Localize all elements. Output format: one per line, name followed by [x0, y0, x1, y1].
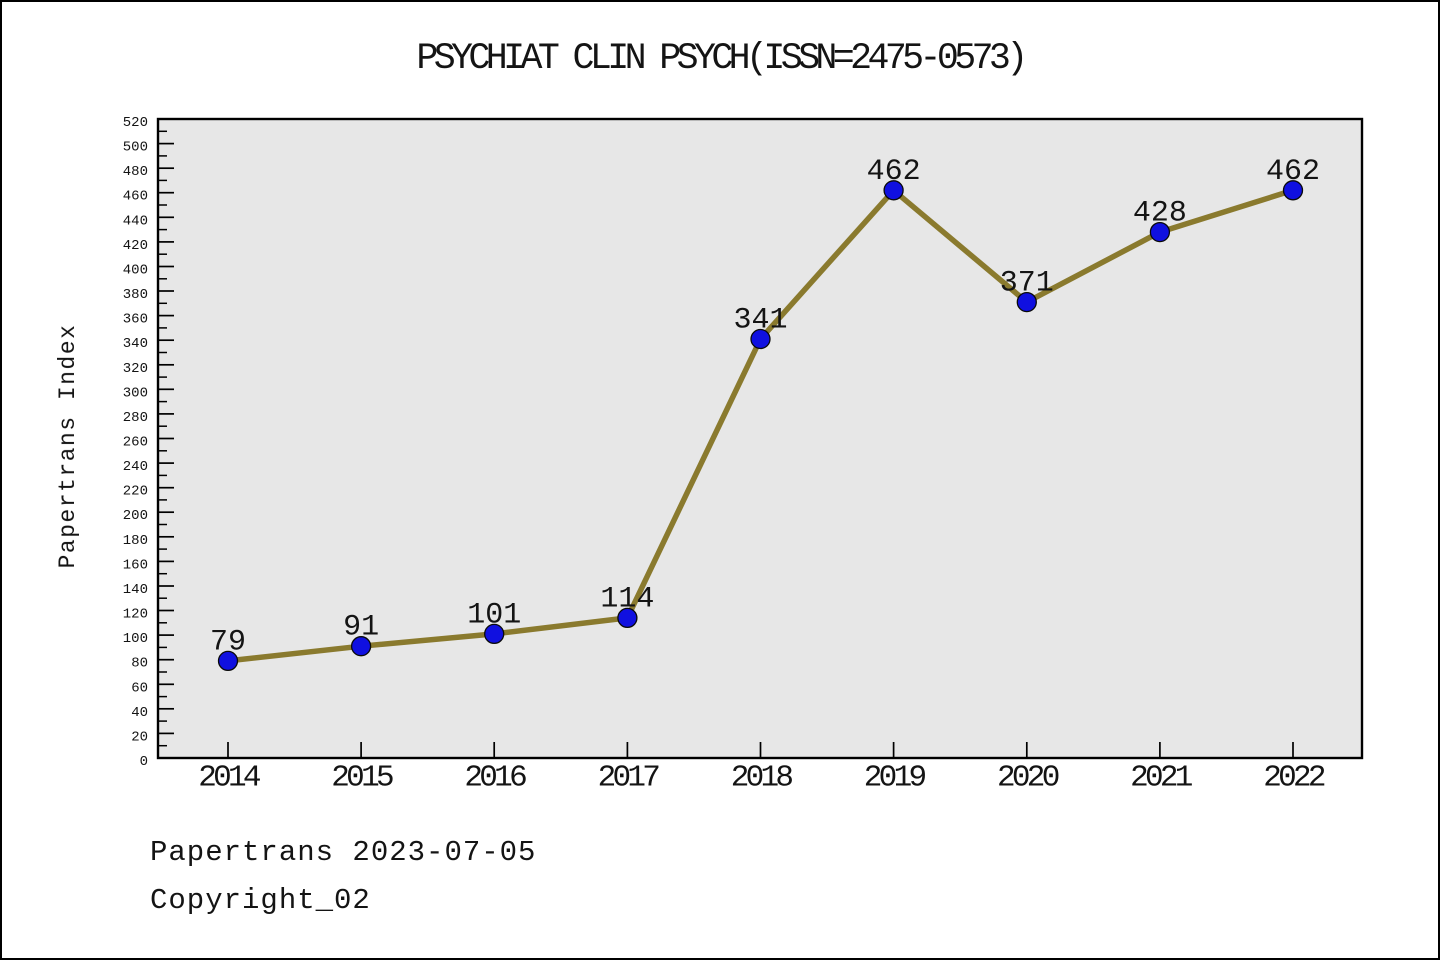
svg-text:462: 462 [1266, 155, 1320, 189]
svg-text:480: 480 [123, 164, 148, 180]
svg-text:2015: 2015 [331, 761, 393, 796]
svg-text:60: 60 [131, 680, 148, 696]
svg-text:380: 380 [123, 287, 148, 303]
svg-text:260: 260 [123, 435, 148, 451]
svg-text:360: 360 [123, 312, 148, 328]
svg-text:341: 341 [733, 304, 787, 338]
svg-text:2014: 2014 [198, 761, 261, 796]
svg-text:440: 440 [123, 213, 148, 229]
svg-text:140: 140 [123, 582, 148, 598]
svg-text:2020: 2020 [997, 761, 1059, 796]
svg-text:400: 400 [123, 263, 148, 279]
svg-text:220: 220 [123, 484, 148, 500]
svg-text:520: 520 [123, 115, 148, 131]
svg-text:420: 420 [123, 238, 148, 254]
svg-text:2018: 2018 [731, 761, 793, 796]
svg-text:114: 114 [600, 582, 654, 616]
svg-text:0: 0 [140, 754, 148, 770]
svg-text:101: 101 [467, 598, 521, 632]
svg-text:320: 320 [123, 361, 148, 377]
svg-text:20: 20 [131, 729, 148, 745]
svg-text:2017: 2017 [598, 761, 660, 796]
svg-text:460: 460 [123, 189, 148, 205]
svg-text:500: 500 [123, 140, 148, 156]
svg-text:2021: 2021 [1130, 761, 1193, 796]
svg-text:300: 300 [123, 385, 148, 401]
svg-text:91: 91 [343, 611, 379, 645]
svg-text:120: 120 [123, 607, 148, 623]
svg-text:371: 371 [1000, 267, 1054, 301]
svg-text:2022: 2022 [1263, 761, 1325, 796]
svg-text:200: 200 [123, 508, 148, 524]
svg-text:240: 240 [123, 459, 148, 475]
svg-text:80: 80 [131, 656, 148, 672]
svg-text:79: 79 [210, 625, 246, 659]
svg-text:100: 100 [123, 631, 148, 647]
svg-text:2019: 2019 [864, 761, 926, 796]
svg-text:2016: 2016 [464, 761, 526, 796]
svg-text:180: 180 [123, 533, 148, 549]
svg-text:280: 280 [123, 410, 148, 426]
svg-text:428: 428 [1133, 197, 1187, 231]
svg-text:40: 40 [131, 705, 148, 721]
svg-text:160: 160 [123, 557, 148, 573]
svg-text:340: 340 [123, 336, 148, 352]
svg-text:462: 462 [867, 155, 921, 189]
